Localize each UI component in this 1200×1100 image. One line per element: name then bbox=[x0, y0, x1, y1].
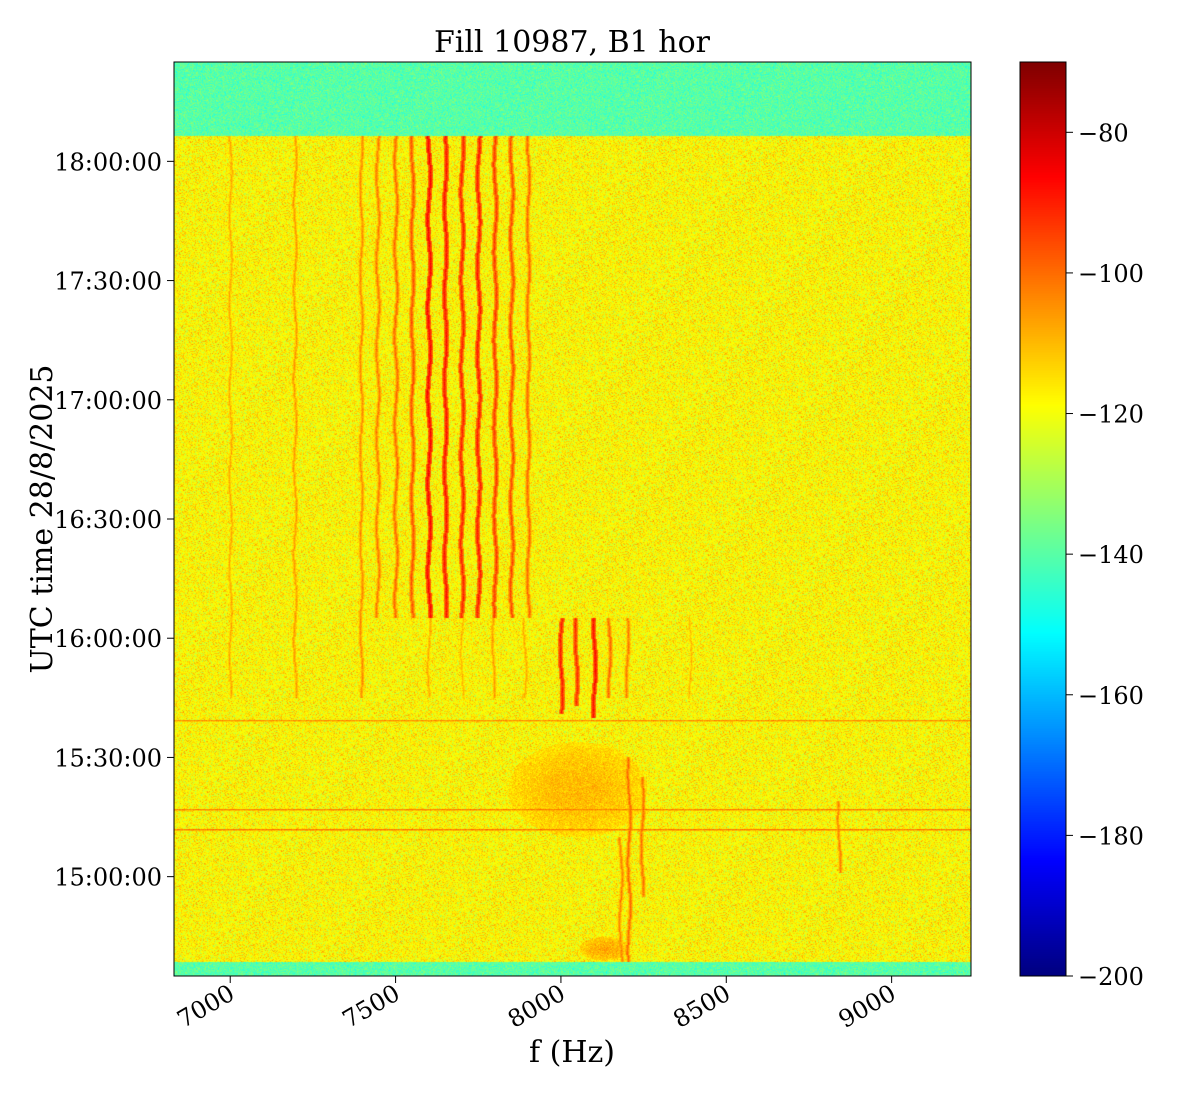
x-tick-label: 8000 bbox=[503, 979, 570, 1034]
colorbar-tick-label: −160 bbox=[1078, 682, 1144, 710]
spectrogram-heatmap bbox=[174, 62, 971, 976]
heatmap-plot-area bbox=[174, 62, 971, 976]
chart-title: Fill 10987, B1 hor bbox=[434, 25, 711, 60]
colorbar-tick-label: −120 bbox=[1078, 401, 1144, 429]
colorbar-tick-label: −80 bbox=[1078, 119, 1129, 147]
colorbar-tick-label: −140 bbox=[1078, 541, 1144, 569]
x-tick-label: 8500 bbox=[668, 979, 735, 1034]
x-axis-label: f (Hz) bbox=[529, 1035, 615, 1070]
x-tick-label: 7000 bbox=[172, 979, 239, 1034]
x-tick-label: 7500 bbox=[338, 979, 405, 1034]
y-axis-label: UTC time 28/8/2025 bbox=[25, 365, 60, 674]
y-tick-label: 15:30:00 bbox=[54, 744, 162, 772]
x-tick-label: 9000 bbox=[834, 979, 901, 1034]
y-tick-label: 16:00:00 bbox=[54, 625, 162, 653]
colorbar-tick-label: −180 bbox=[1078, 822, 1144, 850]
y-tick-label: 17:30:00 bbox=[54, 268, 162, 296]
colorbar-tick-label: −200 bbox=[1078, 963, 1144, 991]
x-axis-ticks: 7000 7500 8000 8500 9000 bbox=[172, 976, 901, 1034]
y-tick-label: 17:00:00 bbox=[54, 387, 162, 415]
colorbar: −200 −180 −160 −140 −120 −100 −80 bbox=[1019, 61, 1144, 991]
y-tick-label: 18:00:00 bbox=[54, 148, 162, 176]
colorbar-tick-label: −100 bbox=[1078, 260, 1144, 288]
y-axis-ticks: 15:00:00 15:30:00 16:00:00 16:30:00 17:00:00… bbox=[54, 148, 174, 892]
colorbar-gradient bbox=[1020, 62, 1066, 976]
y-tick-label: 15:00:00 bbox=[54, 864, 162, 892]
colorbar-ticks: −200 −180 −160 −140 −120 −100 −80 bbox=[1066, 119, 1144, 991]
colorbar-frame bbox=[1019, 61, 1067, 977]
y-tick-label: 16:30:00 bbox=[54, 506, 162, 534]
